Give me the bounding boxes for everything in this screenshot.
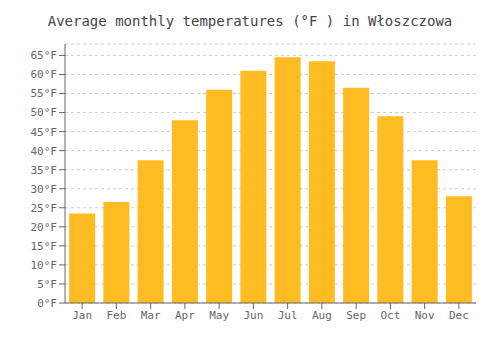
svg-text:55°F: 55°F xyxy=(31,87,58,100)
svg-text:20°F: 20°F xyxy=(31,221,58,234)
svg-text:60°F: 60°F xyxy=(31,68,58,81)
svg-text:5°F: 5°F xyxy=(37,278,57,291)
svg-text:45°F: 45°F xyxy=(31,126,58,139)
svg-text:Dec: Dec xyxy=(449,309,469,322)
svg-text:Apr: Apr xyxy=(175,309,195,322)
svg-text:35°F: 35°F xyxy=(31,164,58,177)
svg-text:65°F: 65°F xyxy=(31,49,58,62)
svg-text:30°F: 30°F xyxy=(31,183,58,196)
svg-text:10°F: 10°F xyxy=(31,259,58,272)
html-text:Average monthly temperatures (: Average monthly temperatures (°F ) in Wł… xyxy=(47,13,453,29)
svg-text:Nov: Nov xyxy=(415,309,435,322)
svg-text:0°F: 0°F xyxy=(37,297,57,310)
svg-text:Mar: Mar xyxy=(141,309,161,322)
svg-text:40°F: 40°F xyxy=(31,145,58,158)
svg-text:25°F: 25°F xyxy=(31,202,58,215)
svg-text:Jan: Jan xyxy=(72,309,92,322)
svg-text:15°F: 15°F xyxy=(31,240,58,253)
svg-text:Oct: Oct xyxy=(380,309,400,322)
svg-text:Feb: Feb xyxy=(106,309,126,322)
svg-text:Aug: Aug xyxy=(312,309,332,322)
svg-text:Sep: Sep xyxy=(346,309,366,322)
svg-text:Jul: Jul xyxy=(278,309,298,322)
svg-text:50°F: 50°F xyxy=(31,106,58,119)
svg-text:May: May xyxy=(209,309,229,322)
svg-text:Jun: Jun xyxy=(243,309,263,322)
